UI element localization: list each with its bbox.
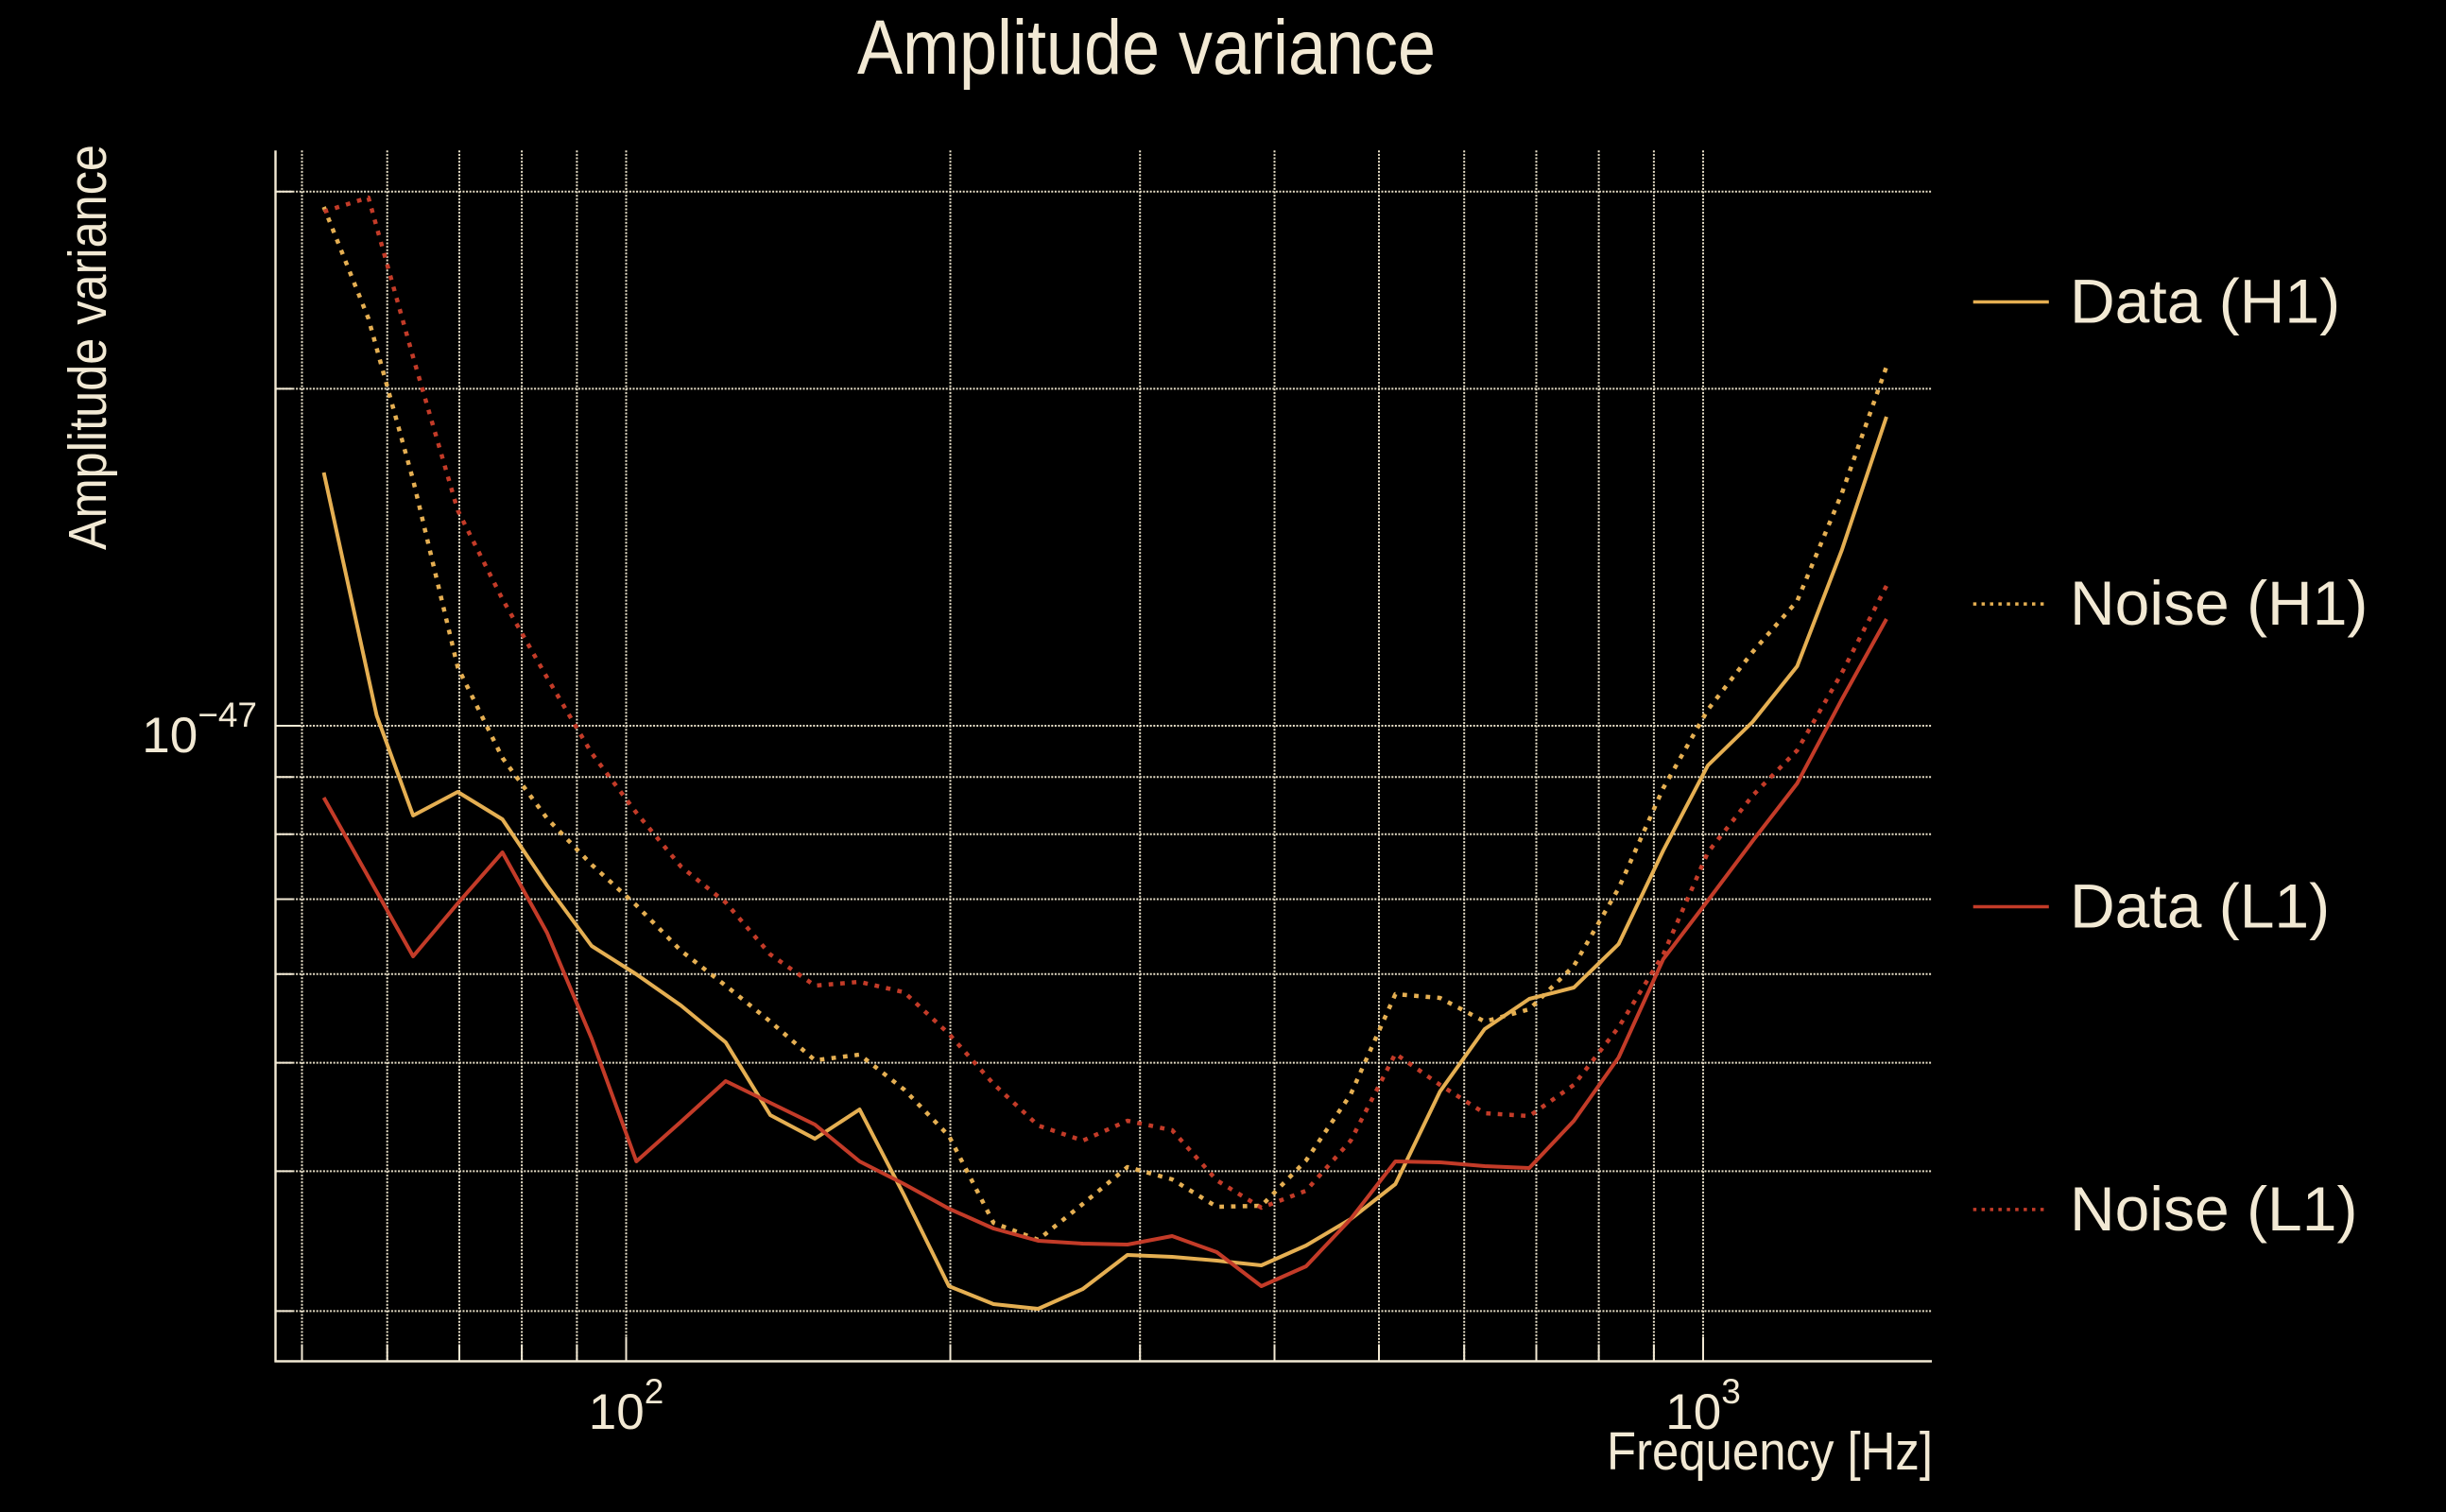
svg-text:Amplitude variance: Amplitude variance (58, 145, 118, 550)
svg-text:Noise (L1): Noise (L1) (2070, 1174, 2357, 1244)
svg-text:Data (L1): Data (L1) (2070, 871, 2330, 941)
svg-text:Amplitude variance: Amplitude variance (857, 5, 1436, 91)
svg-text:Data (H1): Data (H1) (2070, 266, 2340, 336)
svg-text:Noise (H1): Noise (H1) (2070, 568, 2368, 638)
svg-text:Frequency [Hz]: Frequency [Hz] (1607, 1421, 1933, 1482)
